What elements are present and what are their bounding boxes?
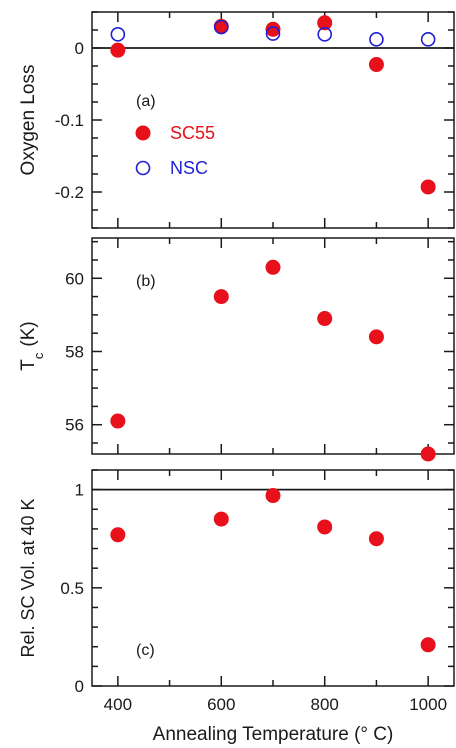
panel-a-frame bbox=[91, 11, 455, 229]
data-point-sc55 bbox=[110, 42, 126, 58]
panel-c-marks: 0 0.5 1 400 600 800 1000 bbox=[60, 469, 454, 714]
data-point-series bbox=[317, 311, 333, 327]
panel-a-ylabel: Oxygen Loss bbox=[18, 65, 39, 176]
data-point-nsc bbox=[420, 32, 436, 47]
legend-label-sc55: SC55 bbox=[170, 123, 215, 143]
data-point-nsc bbox=[265, 26, 281, 41]
y-tick-label: 58 bbox=[65, 342, 84, 361]
data-point-series bbox=[110, 527, 126, 543]
panel-b-ylabel: Tc(K) bbox=[18, 321, 46, 370]
data-point-series bbox=[420, 446, 436, 462]
data-point-series bbox=[110, 413, 126, 429]
data-point-sc55 bbox=[420, 179, 436, 195]
x-axis-label: Annealing Temperature (° C) bbox=[153, 724, 394, 745]
legend-marker-sc55 bbox=[135, 125, 151, 141]
y-tick-label: -0.1 bbox=[55, 111, 84, 130]
data-point-series bbox=[265, 488, 281, 504]
y-tick-label: 1 bbox=[75, 481, 84, 500]
data-point-series bbox=[368, 531, 384, 547]
panel-b: 56 58 60 (b) Tc(K) bbox=[18, 237, 455, 462]
panel-b-label: (b) bbox=[136, 273, 156, 290]
data-point-sc55 bbox=[265, 21, 281, 37]
panel-a-label: (a) bbox=[136, 93, 156, 110]
data-point-series bbox=[213, 289, 229, 305]
data-point-nsc bbox=[369, 32, 384, 47]
data-point-series bbox=[420, 637, 436, 653]
panel-a-marks: 0 -0.1 -0.2 bbox=[55, 11, 454, 229]
y-tick-label: -0.2 bbox=[55, 183, 84, 202]
x-tick-label: 1000 bbox=[409, 695, 447, 714]
data-point-series bbox=[317, 519, 333, 535]
data-point-sc55 bbox=[368, 57, 384, 73]
y-tick-label: 60 bbox=[65, 269, 84, 288]
x-tick-label: 600 bbox=[207, 695, 235, 714]
data-point-nsc bbox=[213, 19, 229, 35]
data-point-nsc bbox=[317, 27, 333, 42]
data-point-series bbox=[213, 511, 229, 527]
data-point-sc55 bbox=[317, 15, 333, 31]
data-point-series bbox=[265, 259, 281, 275]
x-tick-label: 400 bbox=[104, 695, 132, 714]
legend-label-nsc: NSC bbox=[170, 158, 208, 178]
panel-b-marks: 56 58 60 bbox=[65, 238, 454, 462]
legend-marker-nsc bbox=[135, 160, 151, 176]
data-point-nsc bbox=[110, 27, 126, 42]
panel-c-label: (c) bbox=[136, 642, 155, 659]
y-tick-label: 56 bbox=[65, 416, 84, 435]
panel-a: 0 -0.1 -0.2 (a) SC55 NSC Oxygen Loss bbox=[18, 11, 455, 229]
legend: SC55 NSC bbox=[135, 123, 215, 178]
y-tick-label: 0 bbox=[75, 677, 84, 696]
x-tick-label: 800 bbox=[311, 695, 339, 714]
data-point-series bbox=[368, 329, 384, 345]
y-tick-label: 0 bbox=[75, 39, 84, 58]
panel-c: 0 0.5 1 400 600 800 1000 (c) Rel. SC Vol. at 4… bbox=[18, 469, 455, 745]
y-tick-label: 0.5 bbox=[60, 579, 84, 598]
panel-c-ylabel: Rel. SC Vol. at 40 K bbox=[18, 498, 38, 657]
